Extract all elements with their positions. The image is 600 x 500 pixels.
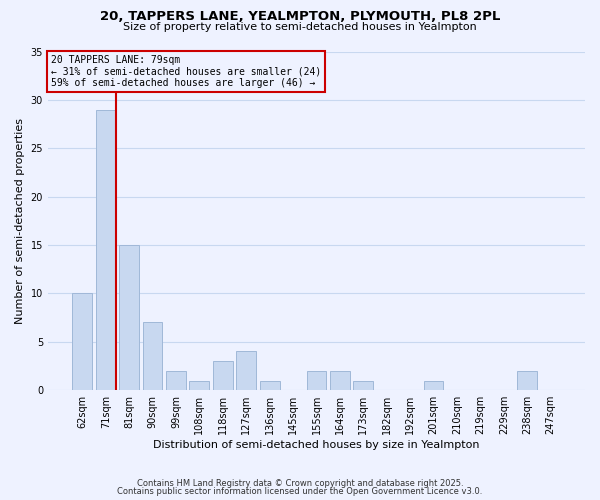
Bar	[73, 294, 92, 390]
Bar	[330, 371, 350, 390]
Bar	[307, 371, 326, 390]
Y-axis label: Number of semi-detached properties: Number of semi-detached properties	[15, 118, 25, 324]
Text: 20, TAPPERS LANE, YEALMPTON, PLYMOUTH, PL8 2PL: 20, TAPPERS LANE, YEALMPTON, PLYMOUTH, P…	[100, 10, 500, 23]
X-axis label: Distribution of semi-detached houses by size in Yealmpton: Distribution of semi-detached houses by …	[153, 440, 480, 450]
Bar	[190, 380, 209, 390]
Bar	[424, 380, 443, 390]
Bar	[517, 371, 537, 390]
Bar	[119, 245, 139, 390]
Bar	[143, 322, 163, 390]
Bar	[213, 361, 233, 390]
Text: Contains HM Land Registry data © Crown copyright and database right 2025.: Contains HM Land Registry data © Crown c…	[137, 478, 463, 488]
Bar	[260, 380, 280, 390]
Bar	[236, 352, 256, 390]
Bar	[166, 371, 186, 390]
Text: Size of property relative to semi-detached houses in Yealmpton: Size of property relative to semi-detach…	[123, 22, 477, 32]
Text: Contains public sector information licensed under the Open Government Licence v3: Contains public sector information licen…	[118, 487, 482, 496]
Text: 20 TAPPERS LANE: 79sqm
← 31% of semi-detached houses are smaller (24)
59% of sem: 20 TAPPERS LANE: 79sqm ← 31% of semi-det…	[50, 55, 321, 88]
Bar	[353, 380, 373, 390]
Bar	[96, 110, 116, 390]
